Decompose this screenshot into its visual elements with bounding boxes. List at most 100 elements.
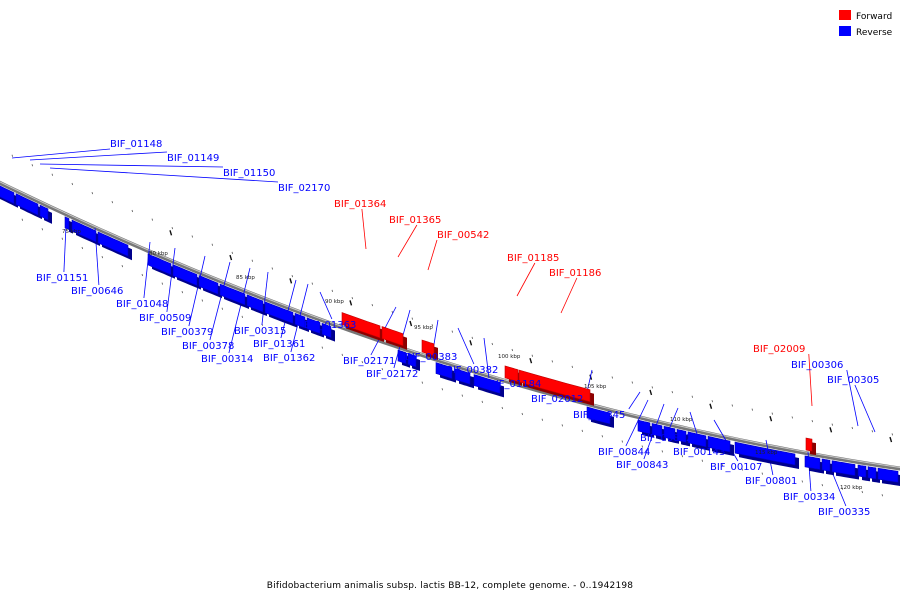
gene-label-bif-00306[interactable]: BIF_00306 (791, 360, 843, 371)
gene-label-bif-00383[interactable]: BIF_00383 (405, 352, 457, 363)
tick-mark (241, 315, 243, 318)
gene-block-bif_00845-face (637, 419, 651, 435)
gene-block-bif_01184[interactable] (473, 374, 504, 398)
scale-label: 110 kbp (670, 417, 693, 423)
gene-block-bif_00107[interactable] (707, 435, 734, 456)
gene-label-bif-00107[interactable]: BIF_00107 (710, 462, 762, 473)
gene-block-bif_01184-face (473, 374, 501, 394)
gene-label-bif-00334[interactable]: BIF_00334 (783, 492, 835, 503)
gene-block-bif_00844[interactable] (651, 423, 666, 441)
scale-label: 85 kbp (236, 275, 255, 281)
gene-block-bif_00143[interactable] (687, 431, 710, 451)
gene-block-bif_00801[interactable] (734, 441, 799, 469)
gene-label-bif-00542[interactable]: BIF_00542 (437, 230, 489, 241)
gene-label-bif-01185[interactable]: BIF_01185 (507, 253, 559, 264)
gene-block-bif_02009[interactable] (805, 437, 816, 456)
gene-label-bif-01364[interactable]: BIF_01364 (334, 199, 386, 210)
tick-mark (561, 424, 563, 427)
leader-line-bif-01361 (280, 279, 297, 339)
leader-line-bif-00314 (228, 267, 251, 354)
gene-block-bif_00845[interactable] (637, 419, 654, 438)
gene-block-bif_02009-face (805, 437, 813, 452)
gene-label-bif-01151[interactable]: BIF_01151 (36, 273, 88, 284)
gene-block-bif_02012[interactable] (586, 406, 614, 428)
scale-label: 95 kbp (414, 325, 433, 331)
gene-block-bif_00334[interactable] (804, 455, 824, 474)
gene-block-bif_00305[interactable] (877, 467, 900, 486)
gene-block-bif_00383[interactable] (435, 362, 456, 383)
tick-mark (341, 353, 343, 357)
gene-label-bif-00843[interactable]: BIF_00843 (616, 460, 668, 471)
gene-label-bif-01365[interactable]: BIF_01365 (389, 215, 441, 226)
gene-label-bif-01149[interactable]: BIF_01149 (167, 153, 219, 164)
gene-block-bif_01148[interactable] (0, 184, 18, 208)
gene-block-bif_00646[interactable] (97, 231, 132, 261)
gene-label-bif-00305[interactable]: BIF_00305 (827, 375, 879, 386)
gene-label-bif-02009[interactable]: BIF_02009 (753, 344, 805, 355)
tick-mark (571, 365, 573, 369)
gene-label-bif-00845[interactable]: BIF_00845 (573, 410, 625, 421)
gene-block-bif_00335-face (831, 460, 856, 476)
gene-block-bif_01150[interactable] (39, 204, 52, 224)
gene-label-bif-02172[interactable]: BIF_02172 (366, 369, 418, 380)
gene-label-bif-01150[interactable]: BIF_01150 (223, 168, 275, 179)
gene-block-bif_00382[interactable] (454, 368, 474, 389)
tick-mark (91, 192, 93, 195)
gene-label-bif-02171[interactable]: BIF_02171 (343, 356, 395, 367)
gene-block-bif_01149[interactable] (15, 193, 42, 220)
gene-label-bif-00335[interactable]: BIF_00335 (818, 507, 870, 518)
gene-label-bif-00801[interactable]: BIF_00801 (745, 476, 797, 487)
gene-block-bif_00509[interactable] (172, 264, 201, 290)
gene-label-bif-00315[interactable]: BIF_00315 (234, 326, 286, 337)
tick-mark (11, 154, 13, 157)
gene-label-bif-01362[interactable]: BIF_01362 (263, 353, 315, 364)
major-tick-mark (289, 278, 293, 284)
gene-block-bif_01365[interactable] (381, 326, 407, 350)
gene-block-bif_00379[interactable] (198, 274, 222, 299)
tick-mark (201, 299, 203, 302)
gene-label-bif-01186[interactable]: BIF_01186 (549, 268, 601, 279)
gene-label-bif-01048[interactable]: BIF_01048 (116, 299, 168, 310)
gene-block-bif_01048[interactable] (147, 253, 175, 279)
gene-label-bif-00143[interactable]: BIF_00143 (673, 447, 725, 458)
gene-block-bif_00334-face (804, 455, 821, 470)
gene-block-bif_01364[interactable] (341, 312, 384, 342)
gene-block-bif_01186[interactable] (518, 369, 594, 406)
gene-block-bif_00542[interactable] (421, 339, 438, 360)
leader-line-bif-01363 (319, 291, 333, 320)
gene-label-bif-01184[interactable]: BIF_01184 (489, 379, 541, 390)
gene-block-bif_01361[interactable] (294, 312, 309, 332)
legend-forward-label: Forward (856, 12, 892, 22)
gene-label-bif-00844[interactable]: BIF_00844 (598, 447, 650, 458)
gene-label-bif-02012[interactable]: BIF_02012 (531, 394, 583, 405)
leader-line-bif-01185 (516, 262, 536, 297)
gene-block-bif_01363-face (321, 322, 332, 339)
gene-label-bif-01361[interactable]: BIF_01361 (253, 339, 305, 350)
gene-label-bif-02170[interactable]: BIF_02170 (278, 183, 330, 194)
gene-block-bif_00378[interactable] (219, 283, 249, 309)
gene-block-bif_00314[interactable] (246, 294, 267, 316)
gene-block-bif_00315[interactable] (264, 301, 297, 328)
tick-mark (291, 275, 293, 278)
leader-line-bif-01365 (397, 224, 418, 258)
gene-block-bif_00843[interactable] (663, 425, 679, 444)
gene-block-bif_01151[interactable] (71, 219, 100, 246)
gene-block-bif_00335[interactable] (831, 460, 859, 480)
tick-mark (511, 348, 513, 352)
gene-block-bif_02172[interactable] (407, 352, 420, 371)
gene-label-bif-00382[interactable]: BIF_00382 (446, 365, 498, 376)
gene-label-bif-00379[interactable]: BIF_00379 (161, 327, 213, 338)
gene-block-bif_01363[interactable] (321, 322, 335, 342)
gene-label-bif-00509[interactable]: BIF_00509 (139, 313, 191, 324)
gene-label-bif-01148[interactable]: BIF_01148 (110, 139, 162, 150)
gene-label-bif-00314[interactable]: BIF_00314 (201, 354, 253, 365)
gene-block-bif_01362[interactable] (306, 317, 324, 338)
gene-label-bif-00646[interactable]: BIF_00646 (71, 286, 123, 297)
leader-line-bif-00379 (188, 255, 206, 327)
gene-block-bif_00306-face (821, 458, 831, 472)
gene-label-bif-00842[interactable]: BIF_00842 (640, 433, 692, 444)
gene-label-bif-01363[interactable]: BIF_01363 (304, 320, 356, 331)
tick-mark (601, 435, 603, 438)
leader-line-bif-00382 (457, 327, 475, 365)
gene-label-bif-00378[interactable]: BIF_00378 (182, 341, 234, 352)
